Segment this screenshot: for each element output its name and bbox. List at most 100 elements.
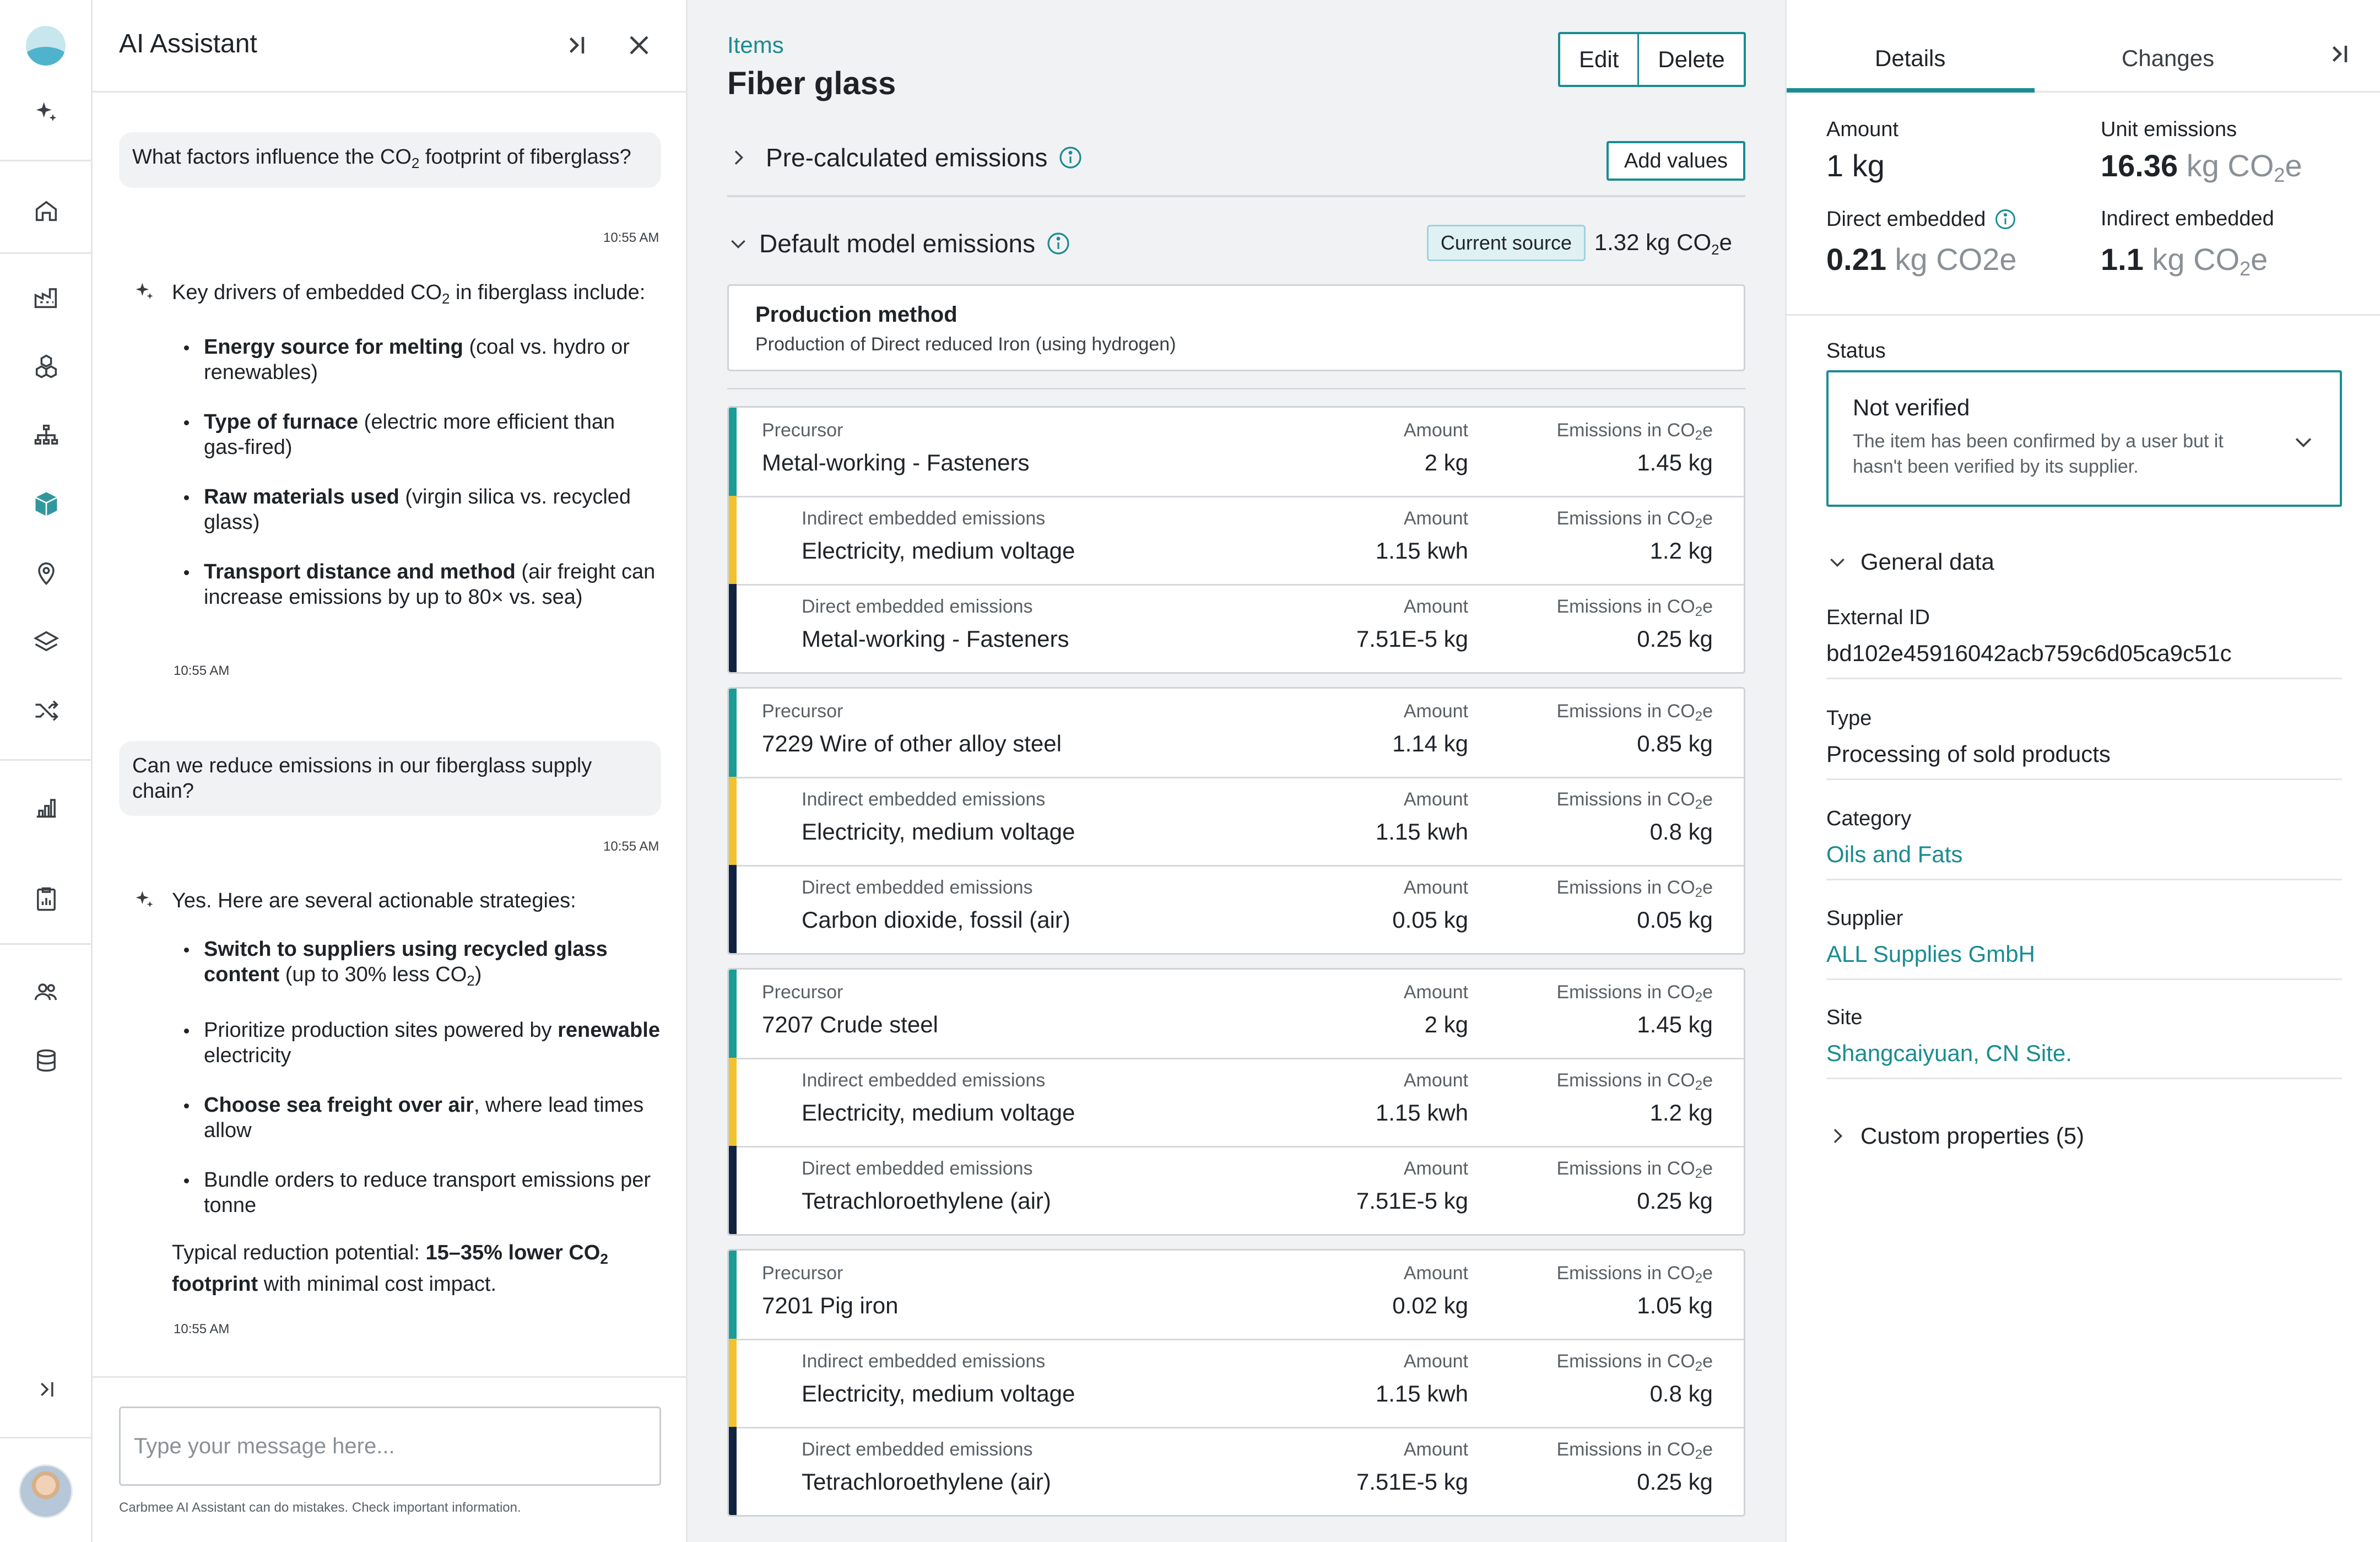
row-name: Tetrachloroethylene (air) <box>802 1469 1051 1495</box>
sparkle-icon[interactable] <box>0 91 93 135</box>
table-row[interactable]: Indirect embedded emissions Electricity, … <box>729 496 1744 584</box>
value-text: e <box>1719 229 1732 255</box>
collapse-panel-icon[interactable] <box>2324 37 2357 71</box>
message-text: (up to 30% less CO <box>279 963 467 986</box>
status-select[interactable]: Not verified The item has been confirmed… <box>1826 370 2342 507</box>
table-row[interactable]: Indirect embedded emissions Electricity, … <box>729 1058 1744 1146</box>
emissions-value: 0.85 kg <box>1637 731 1713 756</box>
header-text: Emissions in CO <box>1556 1070 1695 1091</box>
bold-text: Transport distance and method <box>204 560 516 583</box>
amount-value: 1.14 kg <box>1392 731 1468 756</box>
hierarchy-icon[interactable] <box>0 413 93 457</box>
message-timestamp: 10:55 AM <box>174 663 230 678</box>
shuffle-icon[interactable] <box>0 689 93 733</box>
subscript: 2 <box>1695 1271 1703 1286</box>
emissions-header: Emissions in CO2e <box>1556 701 1713 724</box>
amount-header: Amount <box>1403 1158 1468 1179</box>
delete-button[interactable]: Delete <box>1637 34 1744 85</box>
emissions-value: 0.25 kg <box>1637 1188 1713 1214</box>
breadcrumb-items[interactable]: Items <box>727 32 784 58</box>
row-type-label: Precursor <box>762 420 843 441</box>
message-text: Can we reduce emissions in our fiberglas… <box>132 754 592 803</box>
row-type-label: Direct embedded emissions <box>802 877 1033 898</box>
bold-text: Raw materials used <box>204 485 399 508</box>
bar-chart-icon[interactable] <box>0 785 93 829</box>
info-icon[interactable] <box>1993 207 2017 231</box>
row-type-label: Indirect embedded emissions <box>802 1351 1046 1372</box>
amount-value: 1.15 kwh <box>1375 819 1468 845</box>
row-type-bar <box>729 689 737 777</box>
message-composer: Carbmee AI Assistant can do mistakes. Ch… <box>93 1376 686 1542</box>
items-box-icon[interactable] <box>0 482 93 526</box>
emissions-group: Precursor 7201 Pig iron Amount 0.02 kg Emiss… <box>727 1249 1745 1517</box>
emissions-value: 1.05 kg <box>1637 1292 1713 1318</box>
users-icon[interactable] <box>0 970 93 1014</box>
table-row[interactable]: Precursor Metal-working - Fasteners Amount… <box>729 408 1744 496</box>
general-data-toggle[interactable]: General data <box>1826 549 1994 575</box>
report-icon[interactable] <box>0 877 93 921</box>
list-item: Choose sea freight over air, where lead … <box>172 1092 661 1143</box>
field-external-id: External ID bd102e45916042acb759c6d05ca9… <box>1826 606 2342 706</box>
app-logo[interactable] <box>26 26 66 66</box>
default-model-section[interactable]: Default model emissions Current source 1… <box>727 216 1745 271</box>
emissions-header: Emissions in CO2e <box>1556 789 1713 813</box>
section-label: Custom properties (5) <box>1860 1123 2085 1149</box>
layers-icon[interactable] <box>0 620 93 664</box>
precalc-emissions-section[interactable]: Pre-calculated emissions Add values <box>727 130 1745 185</box>
factory-icon[interactable] <box>0 275 93 320</box>
collapse-panel-icon[interactable] <box>561 29 594 62</box>
production-method-desc: Production of Direct reduced Iron (using… <box>755 334 1176 355</box>
row-name: Carbon dioxide, fossil (air) <box>802 907 1070 933</box>
close-icon[interactable] <box>623 29 656 62</box>
custom-properties-toggle[interactable]: Custom properties (5) <box>1826 1123 2084 1149</box>
table-row[interactable]: Precursor 7207 Crude steel Amount 2 kg Emiss… <box>729 970 1744 1058</box>
table-row[interactable]: Direct embedded emissions Carbon dioxide,… <box>729 865 1744 953</box>
message-text: (coal vs. hydro or renewables) <box>204 336 630 384</box>
database-icon[interactable] <box>0 1038 93 1083</box>
metric-value: 1.1 kg CO2e <box>2101 241 2268 280</box>
metric-value: 1 kg <box>1826 148 1885 183</box>
subscript: 2 <box>1711 241 1719 258</box>
message-text: (air freight can increase emissions by u… <box>204 560 656 609</box>
expand-rail-icon[interactable] <box>0 1367 93 1411</box>
message-text: What factors influence the CO <box>132 145 412 169</box>
table-row[interactable]: Direct embedded emissions Tetrachloroethy… <box>729 1427 1744 1515</box>
site-link[interactable]: Shangcaiyuan, CN Site. <box>1826 1040 2072 1066</box>
list-item: Switch to suppliers using recycled glass… <box>172 937 661 993</box>
modules-icon[interactable] <box>0 344 93 388</box>
ai-message: Yes. Here are several actionable strateg… <box>132 888 661 1297</box>
table-row[interactable]: Indirect embedded emissions Electricity, … <box>729 1339 1744 1427</box>
field-key: External ID <box>1826 606 1930 629</box>
emissions-value: 0.8 kg <box>1649 819 1713 845</box>
table-row[interactable]: Direct embedded emissions Tetrachloroethy… <box>729 1146 1744 1234</box>
subscript: 2 <box>2240 257 2251 280</box>
table-row[interactable]: Indirect embedded emissions Electricity, … <box>729 777 1744 865</box>
table-row[interactable]: Direct embedded emissions Metal-working -… <box>729 584 1744 672</box>
tab-details[interactable]: Details <box>1875 45 1946 71</box>
category-link[interactable]: Oils and Fats <box>1826 841 1963 867</box>
edit-button[interactable]: Edit <box>1560 34 1638 85</box>
user-avatar[interactable] <box>19 1464 73 1518</box>
add-values-button[interactable]: Add values <box>1606 141 1745 181</box>
metric-value: 0.21 kg CO2e <box>1826 241 2017 277</box>
tab-changes[interactable]: Changes <box>2122 45 2215 71</box>
subscript: 2 <box>467 972 475 989</box>
header-text: Emissions in CO <box>1556 420 1695 441</box>
header-text: e <box>1702 1439 1713 1460</box>
emissions-header: Emissions in CO2e <box>1556 420 1713 443</box>
table-row[interactable]: Precursor 7201 Pig iron Amount 0.02 kg Emiss… <box>729 1251 1744 1339</box>
amount-value: 1.15 kwh <box>1375 1381 1468 1406</box>
row-type-label: Direct embedded emissions <box>802 596 1033 617</box>
sparkle-icon <box>132 280 156 304</box>
field-key: Category <box>1826 807 1912 830</box>
unit-text: e <box>2285 148 2302 183</box>
location-icon[interactable] <box>0 551 93 595</box>
divider <box>727 388 1745 389</box>
info-icon[interactable] <box>1057 144 1084 171</box>
table-row[interactable]: Precursor 7229 Wire of other alloy steel A… <box>729 689 1744 777</box>
tab-bar: Details Changes <box>1787 0 2380 93</box>
home-icon[interactable] <box>0 188 93 232</box>
info-icon[interactable] <box>1045 230 1072 257</box>
message-input[interactable] <box>119 1406 661 1486</box>
supplier-link[interactable]: ALL Supplies GmbH <box>1826 941 2035 967</box>
